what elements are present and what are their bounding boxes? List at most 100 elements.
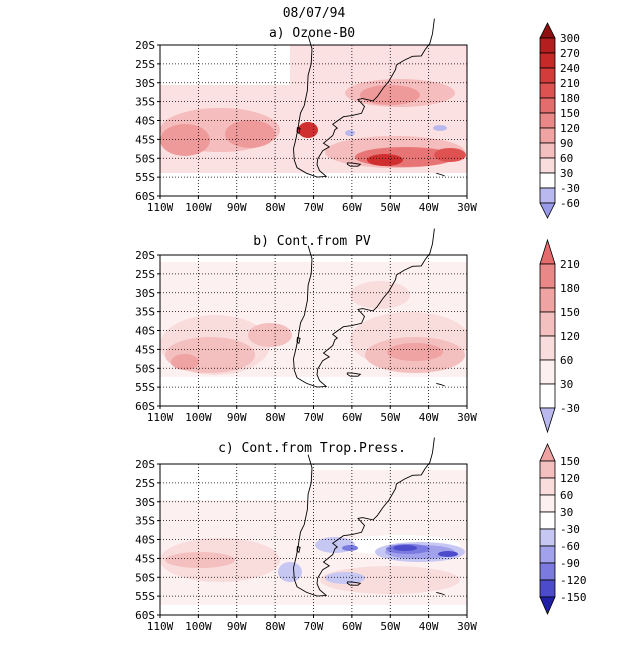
- lat-tick-label: 30S: [135, 496, 155, 509]
- colorbar-level-label: -30: [560, 402, 580, 415]
- chiloe-island-outline: [296, 126, 301, 135]
- panel-b-coastline: [293, 228, 445, 388]
- panel-a-lat-labels: 20S 25S 30S 35S 40S 45S 50S 55S 60S: [135, 39, 160, 203]
- panel-c-title: c) Cont.from Trop.Press.: [218, 441, 406, 456]
- colorbar-level-label: 120: [560, 122, 580, 135]
- colorbar-level-label: 180: [560, 282, 580, 295]
- lon-tick-label: 70W: [304, 411, 324, 424]
- lon-tick-label: 50W: [380, 201, 400, 214]
- lon-tick-label: 70W: [304, 201, 324, 214]
- lat-tick-label: 20S: [135, 39, 155, 52]
- lon-tick-label: 40W: [419, 201, 439, 214]
- lat-tick-label: 60S: [135, 190, 155, 203]
- south-georgia-outline: [436, 172, 445, 177]
- lon-tick-label: 110W: [147, 411, 174, 424]
- lon-tick-label: 40W: [419, 411, 439, 424]
- lat-tick-label: 25S: [135, 477, 155, 490]
- lat-tick-label: 30S: [135, 77, 155, 90]
- lat-tick-label: 25S: [135, 58, 155, 71]
- colorbar-bottom-arrow: [539, 202, 556, 219]
- colorbar-level-label: -30: [560, 182, 580, 195]
- colorbar-level-label: 300: [560, 32, 580, 45]
- panel-c-colorbar: 150 120 60 30 -30 -60 -90 -120 -150: [539, 443, 587, 615]
- south-america-coastline: [293, 437, 435, 597]
- colorbar-level-label: 60: [560, 152, 573, 165]
- lon-tick-label: 40W: [419, 620, 439, 633]
- chiloe-island-outline: [296, 545, 301, 554]
- lat-tick-label: 55S: [135, 590, 155, 603]
- lon-tick-label: 100W: [185, 201, 212, 214]
- lat-tick-label: 40S: [135, 534, 155, 547]
- panel-b-gridlines: [160, 255, 467, 406]
- colorbar-swatch: [539, 52, 556, 69]
- panel-b-lat-labels: 20S 25S 30S 35S 40S 45S 50S 55S 60S: [135, 249, 160, 413]
- panel-c-lon-labels: 110W 100W 90W 80W 70W 60W 50W 40W 30W: [147, 615, 477, 633]
- colorbar-level-label: -60: [560, 197, 580, 210]
- colorbar-level-label: 150: [560, 107, 580, 120]
- panel-b-lon-labels: 110W 100W 90W 80W 70W 60W 50W 40W 30W: [147, 406, 477, 424]
- colorbar-top-arrow: [539, 22, 556, 39]
- lat-tick-label: 25S: [135, 268, 155, 281]
- lat-tick-label: 20S: [135, 249, 155, 262]
- colorbar-swatch: [539, 37, 556, 54]
- panel-a-lon-labels: 110W 100W 90W 80W 70W 60W 50W 40W 30W: [147, 196, 477, 214]
- panel-b-colorbar: 210 180 150 120 60 30 -30: [539, 238, 580, 434]
- chiloe-island-outline: [296, 336, 301, 345]
- panel-c-coastline: [293, 437, 445, 597]
- panel-a-colorbar: 300 270 240 210 180 150 120 90 60 30 -30 -60: [539, 22, 580, 219]
- colorbar-swatch: [539, 359, 556, 385]
- lon-tick-label: 90W: [227, 201, 247, 214]
- colorbar-level-label: 90: [560, 137, 573, 150]
- lat-tick-label: 40S: [135, 115, 155, 128]
- lon-tick-label: 50W: [380, 620, 400, 633]
- falkland-islands-outline: [346, 372, 362, 377]
- lon-tick-label: 100W: [185, 620, 212, 633]
- lat-tick-label: 35S: [135, 515, 155, 528]
- lat-tick-label: 45S: [135, 552, 155, 565]
- colorbar-level-label: 120: [560, 472, 580, 485]
- lon-tick-label: 80W: [265, 411, 285, 424]
- panel-c-lat-labels: 20S 25S 30S 35S 40S 45S 50S 55S 60S: [135, 458, 160, 622]
- colorbar-level-label: -30: [560, 523, 580, 536]
- colorbar-swatch: [539, 562, 556, 581]
- lat-tick-label: 60S: [135, 400, 155, 413]
- south-georgia-outline: [436, 591, 445, 596]
- colorbar-swatch: [539, 127, 556, 144]
- colorbar-swatch: [539, 528, 556, 547]
- lat-tick-label: 35S: [135, 306, 155, 319]
- colorbar-level-label: 240: [560, 62, 580, 75]
- panel-b-shading: [160, 255, 467, 406]
- colorbar-level-label: -150: [560, 591, 587, 604]
- colorbar-level-label: 30: [560, 506, 573, 519]
- lon-tick-label: 70W: [304, 620, 324, 633]
- lon-tick-label: 30W: [457, 620, 477, 633]
- colorbar-swatch: [539, 460, 556, 479]
- lat-tick-label: 55S: [135, 171, 155, 184]
- south-georgia-outline: [436, 382, 445, 387]
- colorbar-swatch: [539, 263, 556, 289]
- colorbar-level-label: 150: [560, 455, 580, 468]
- lat-tick-label: 50S: [135, 152, 155, 165]
- ozone-anomaly-negative-region: [345, 130, 355, 136]
- lat-tick-label: 50S: [135, 362, 155, 375]
- colorbar-swatch: [539, 97, 556, 114]
- lat-tick-label: 40S: [135, 325, 155, 338]
- falkland-islands-outline: [346, 162, 362, 167]
- falkland-islands-outline: [346, 581, 362, 586]
- colorbar-level-label: 30: [560, 378, 573, 391]
- colorbar-swatch: [539, 511, 556, 530]
- colorbar-swatch: [539, 383, 556, 409]
- lon-tick-label: 80W: [265, 201, 285, 214]
- lat-tick-label: 20S: [135, 458, 155, 471]
- south-america-coastline: [293, 18, 435, 178]
- trop-anomaly-negative-region: [278, 562, 302, 582]
- panel-c: c) Cont.from Trop.Press. 20S 25S 30S 35S 40S…: [135, 437, 477, 633]
- colorbar-swatch: [539, 187, 556, 204]
- panel-c-gridlines: [160, 464, 467, 615]
- lat-tick-label: 60S: [135, 609, 155, 622]
- colorbar-swatch: [539, 112, 556, 129]
- colorbar-swatch: [539, 157, 556, 174]
- lon-tick-label: 90W: [227, 620, 247, 633]
- lon-tick-label: 30W: [457, 411, 477, 424]
- colorbar-level-label: -90: [560, 557, 580, 570]
